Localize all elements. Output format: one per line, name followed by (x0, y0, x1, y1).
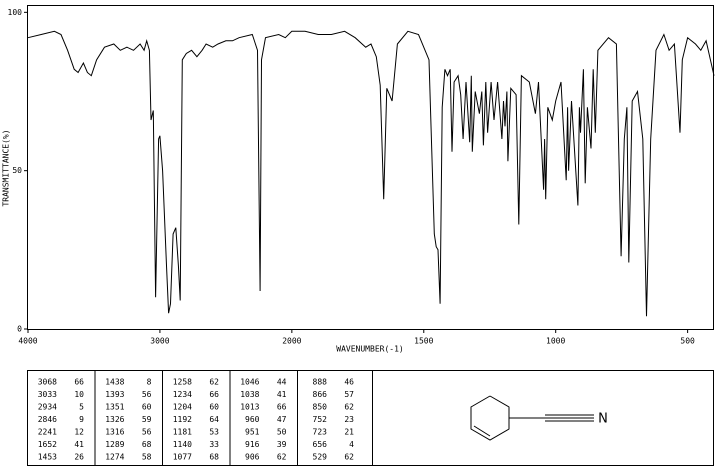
peak-wavenumber: 752 (313, 415, 328, 424)
ring (470, 395, 510, 441)
peak-wavenumber: 2241 (38, 428, 57, 437)
peak-transmittance: 68 (142, 440, 152, 449)
peak-transmittance: 62 (344, 403, 354, 412)
peak-wavenumber: 529 (313, 453, 328, 462)
peak-transmittance: 62 (209, 378, 219, 387)
peak-transmittance: 56 (142, 428, 152, 437)
peak-transmittance: 57 (344, 390, 354, 399)
peak-transmittance: 41 (74, 440, 84, 449)
peak-wavenumber: 1204 (173, 403, 192, 412)
peak-wavenumber: 960 (245, 415, 260, 424)
peak-wavenumber: 1351 (105, 403, 124, 412)
peak-wavenumber: 1038 (240, 390, 259, 399)
peak-wavenumber: 3033 (38, 390, 57, 399)
peak-transmittance: 46 (344, 378, 354, 387)
y-tick-label: 50 (12, 166, 22, 175)
peak-wavenumber: 1289 (105, 440, 124, 449)
peak-wavenumber: 1316 (105, 428, 124, 437)
peak-transmittance: 12 (74, 428, 84, 437)
peak-transmittance: 50 (277, 428, 287, 437)
structure (470, 395, 594, 441)
peak-transmittance: 60 (142, 403, 152, 412)
x-tick-label: 3000 (150, 337, 169, 346)
peak-transmittance: 62 (277, 453, 287, 462)
peak-wavenumber: 916 (245, 440, 260, 449)
peak-wavenumber: 3068 (38, 378, 57, 387)
plot-frame (27, 5, 714, 330)
peak-wavenumber: 723 (313, 428, 328, 437)
peak-wavenumber: 1013 (240, 403, 259, 412)
y-tick-label: 100 (8, 8, 23, 17)
peak-transmittance: 5 (79, 403, 84, 412)
x-axis-label: WAVENUMBER(-1) (336, 345, 403, 354)
double-bond (473, 425, 491, 437)
peak-transmittance: 8 (147, 378, 152, 387)
peak-transmittance: 60 (209, 403, 219, 412)
peak-transmittance: 4 (349, 440, 354, 449)
x-tick-label: 1500 (414, 337, 433, 346)
peak-transmittance: 62 (344, 453, 354, 462)
peak-transmittance: 33 (209, 440, 219, 449)
peak-transmittance: 39 (277, 440, 287, 449)
peak-transmittance: 64 (209, 415, 219, 424)
peak-wavenumber: 1393 (105, 390, 124, 399)
atom-label: N (598, 412, 608, 427)
peak-transmittance: 59 (142, 415, 152, 424)
peak-wavenumber: 1192 (173, 415, 192, 424)
x-tick-label: 1000 (546, 337, 565, 346)
peak-transmittance: 10 (74, 390, 84, 399)
y-tick-label: 0 (17, 325, 22, 334)
peak-transmittance: 47 (277, 415, 287, 424)
peak-wavenumber: 1438 (105, 378, 124, 387)
peak-wavenumber: 1046 (240, 378, 259, 387)
peak-wavenumber: 2934 (38, 403, 57, 412)
peak-wavenumber: 1140 (173, 440, 192, 449)
peak-transmittance: 66 (277, 403, 287, 412)
peak-transmittance: 56 (142, 390, 152, 399)
y-axis-label: TRANSMITTANCE(%) (2, 129, 11, 206)
x-tick-label: 500 (680, 337, 695, 346)
peak-transmittance: 41 (277, 390, 287, 399)
table-frame (27, 370, 714, 466)
peak-transmittance: 58 (142, 453, 152, 462)
peak-wavenumber: 906 (245, 453, 260, 462)
peak-transmittance: 66 (209, 390, 219, 399)
peak-transmittance: 66 (74, 378, 84, 387)
peak-wavenumber: 888 (313, 378, 328, 387)
peak-wavenumber: 1258 (173, 378, 192, 387)
peak-wavenumber: 951 (245, 428, 260, 437)
peak-wavenumber: 1234 (173, 390, 192, 399)
peak-wavenumber: 1181 (173, 428, 192, 437)
peak-wavenumber: 656 (313, 440, 328, 449)
peak-transmittance: 53 (209, 428, 219, 437)
x-tick-label: 4000 (18, 337, 37, 346)
spectrum-line (27, 30, 715, 317)
peak-transmittance: 44 (277, 378, 287, 387)
peak-wavenumber: 1274 (105, 453, 124, 462)
peak-wavenumber: 866 (313, 390, 328, 399)
peak-transmittance: 23 (344, 415, 354, 424)
peak-wavenumber: 1326 (105, 415, 124, 424)
peak-transmittance: 21 (344, 428, 354, 437)
peak-wavenumber: 850 (313, 403, 328, 412)
peak-transmittance: 26 (74, 453, 84, 462)
peak-wavenumber: 1652 (38, 440, 57, 449)
peak-wavenumber: 2846 (38, 415, 57, 424)
peak-wavenumber: 1077 (173, 453, 192, 462)
peak-transmittance: 9 (79, 415, 84, 424)
peak-wavenumber: 1453 (38, 453, 57, 462)
x-tick-label: 2000 (282, 337, 301, 346)
peak-transmittance: 68 (209, 453, 219, 462)
